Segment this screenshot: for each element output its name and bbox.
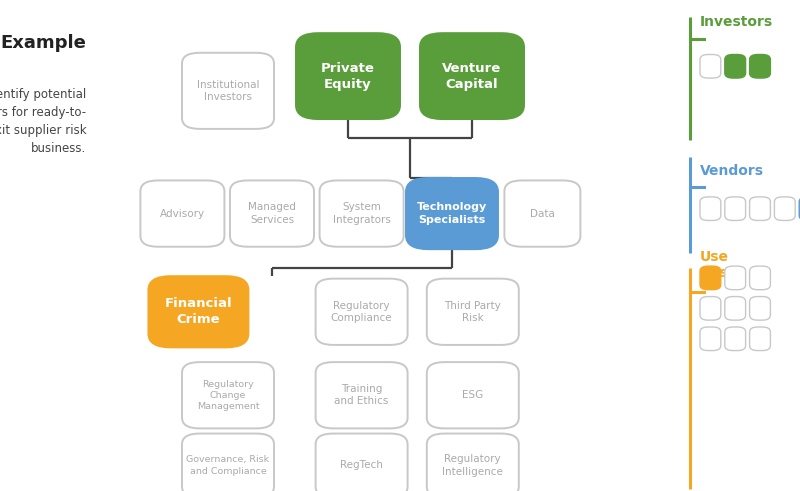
Text: Governance, Risk
and Compliance: Governance, Risk and Compliance xyxy=(186,456,270,475)
FancyBboxPatch shape xyxy=(750,197,770,220)
FancyBboxPatch shape xyxy=(182,53,274,129)
FancyBboxPatch shape xyxy=(750,55,770,78)
Text: Third Party
Risk: Third Party Risk xyxy=(445,300,501,323)
Text: Institutional
Investors: Institutional Investors xyxy=(197,80,259,102)
Text: Financial
Crime: Financial Crime xyxy=(165,297,232,327)
FancyBboxPatch shape xyxy=(725,197,746,220)
FancyBboxPatch shape xyxy=(725,55,746,78)
Text: Venture
Capital: Venture Capital xyxy=(442,61,502,91)
FancyBboxPatch shape xyxy=(750,297,770,320)
Text: Vendors: Vendors xyxy=(700,164,764,178)
Text: Advisory: Advisory xyxy=(160,209,205,218)
FancyBboxPatch shape xyxy=(320,181,404,247)
FancyBboxPatch shape xyxy=(230,181,314,247)
FancyBboxPatch shape xyxy=(315,434,408,491)
Text: RegTech: RegTech xyxy=(340,461,383,470)
Text: Example: Example xyxy=(1,34,86,53)
FancyBboxPatch shape xyxy=(750,266,770,290)
FancyBboxPatch shape xyxy=(725,266,746,290)
FancyBboxPatch shape xyxy=(505,181,581,247)
FancyBboxPatch shape xyxy=(427,434,518,491)
FancyBboxPatch shape xyxy=(149,276,248,348)
Text: Identify potential
suitors for ready-to-
exit supplier risk
business.: Identify potential suitors for ready-to-… xyxy=(0,88,86,155)
Text: ESG: ESG xyxy=(462,390,483,400)
FancyBboxPatch shape xyxy=(774,197,795,220)
Text: Technology
Specialists: Technology Specialists xyxy=(417,202,487,225)
FancyBboxPatch shape xyxy=(750,327,770,351)
FancyBboxPatch shape xyxy=(182,362,274,428)
Text: Use
Cases: Use Cases xyxy=(700,249,746,280)
FancyBboxPatch shape xyxy=(725,297,746,320)
Text: Training
and Ethics: Training and Ethics xyxy=(334,384,389,407)
FancyBboxPatch shape xyxy=(296,33,400,119)
FancyBboxPatch shape xyxy=(700,327,721,351)
FancyBboxPatch shape xyxy=(420,33,524,119)
FancyBboxPatch shape xyxy=(406,178,498,249)
Text: Regulatory
Change
Management: Regulatory Change Management xyxy=(197,380,259,411)
FancyBboxPatch shape xyxy=(315,279,408,345)
Text: Managed
Services: Managed Services xyxy=(248,202,296,225)
FancyBboxPatch shape xyxy=(700,197,721,220)
Text: Investors: Investors xyxy=(700,15,773,29)
Text: Private
Equity: Private Equity xyxy=(321,61,375,91)
FancyBboxPatch shape xyxy=(427,279,518,345)
FancyBboxPatch shape xyxy=(700,55,721,78)
FancyBboxPatch shape xyxy=(315,362,408,428)
FancyBboxPatch shape xyxy=(700,266,721,290)
FancyBboxPatch shape xyxy=(427,362,518,428)
FancyBboxPatch shape xyxy=(182,434,274,491)
FancyBboxPatch shape xyxy=(725,327,746,351)
FancyBboxPatch shape xyxy=(141,181,224,247)
FancyBboxPatch shape xyxy=(700,297,721,320)
Text: Data: Data xyxy=(530,209,555,218)
Text: System
Integrators: System Integrators xyxy=(333,202,390,225)
Text: Regulatory
Intelligence: Regulatory Intelligence xyxy=(442,454,503,477)
Text: Regulatory
Compliance: Regulatory Compliance xyxy=(330,300,393,323)
